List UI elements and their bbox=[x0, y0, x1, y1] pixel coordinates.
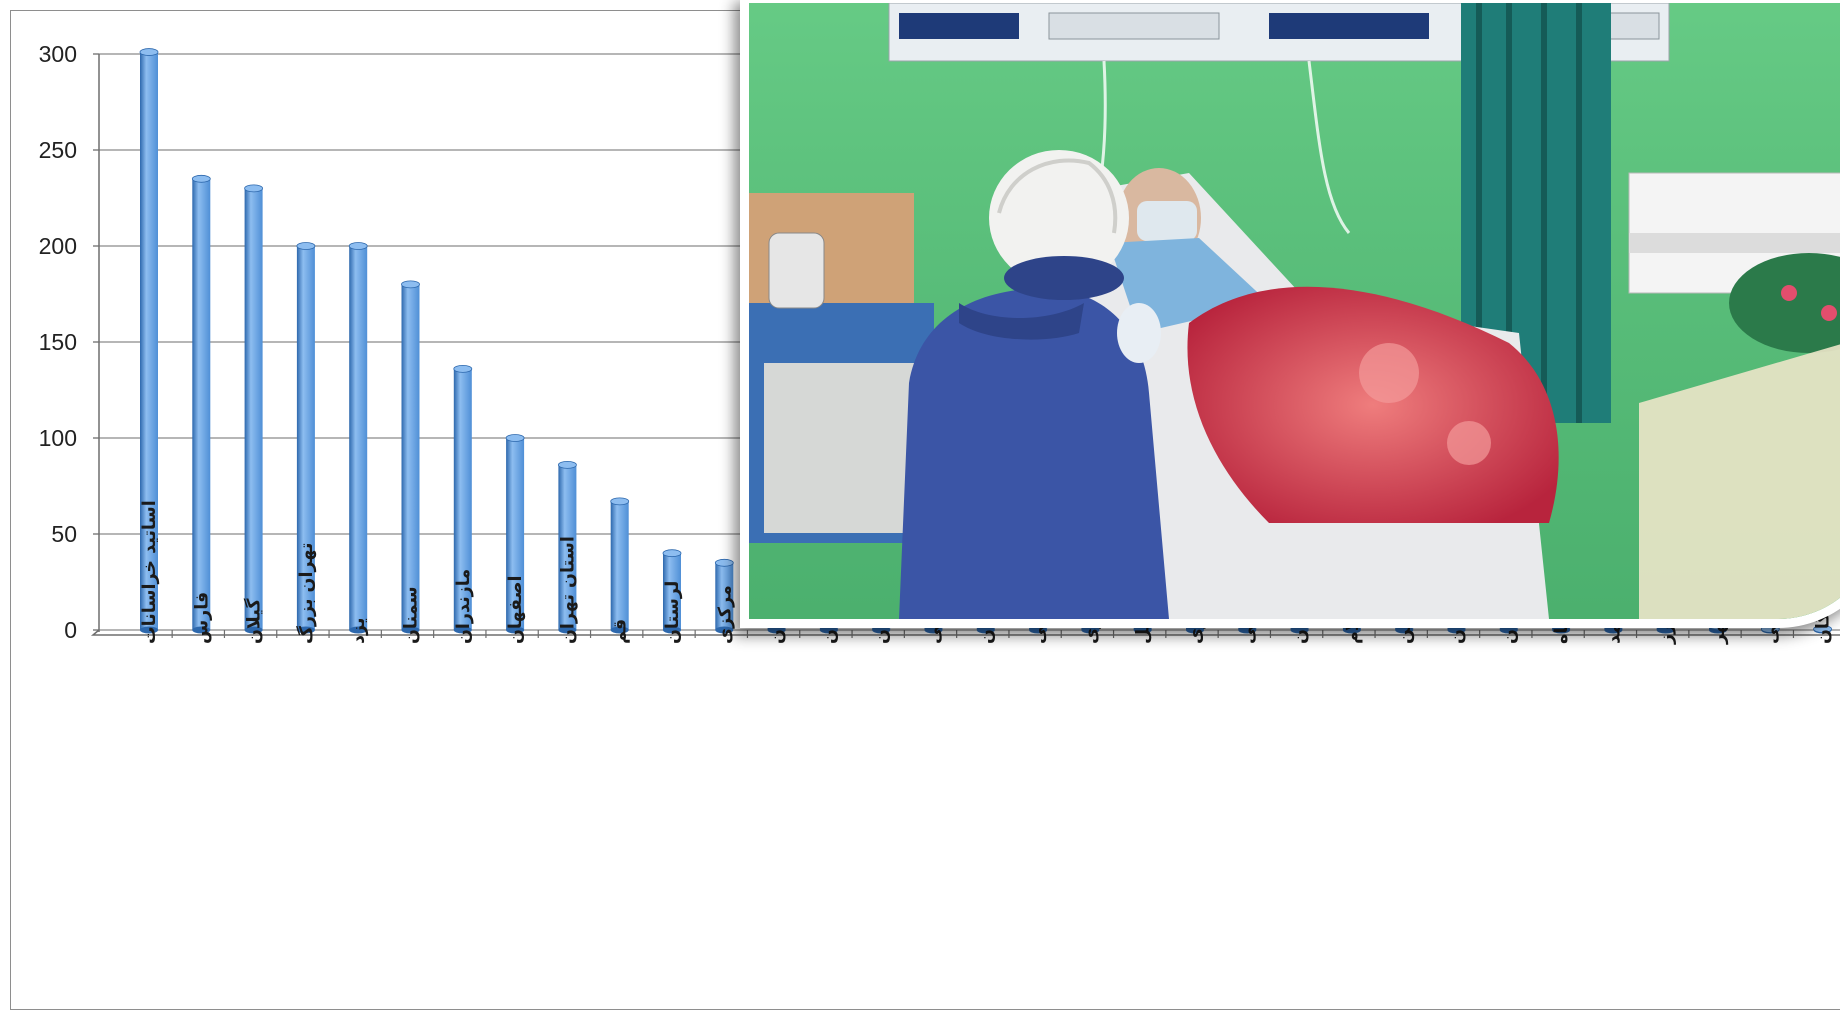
bar bbox=[662, 549, 682, 634]
y-tick-label: 50 bbox=[51, 521, 77, 547]
bar bbox=[558, 460, 577, 634]
y-tick-label: 0 bbox=[64, 617, 77, 643]
x-tick-label: تهران بزرگ bbox=[296, 543, 317, 645]
y-tick-label: 200 bbox=[39, 233, 77, 259]
x-tick-label: اصفهان bbox=[506, 575, 526, 644]
bar bbox=[1813, 625, 1832, 634]
bar bbox=[244, 184, 264, 634]
y-tick-label: 300 bbox=[39, 41, 77, 67]
bar bbox=[714, 558, 734, 634]
hospital-photo-illustration bbox=[749, 3, 1840, 619]
y-tick-label: 100 bbox=[39, 425, 77, 451]
x-tick-label: فارس bbox=[192, 592, 212, 644]
bar bbox=[296, 242, 316, 634]
bar bbox=[348, 242, 368, 634]
x-tick-label: مازندران bbox=[454, 569, 474, 644]
x-axis bbox=[90, 629, 1840, 636]
hospital-photo bbox=[740, 0, 1840, 628]
x-tick-label: استان تهران bbox=[558, 536, 578, 644]
bar bbox=[610, 497, 630, 634]
x-tick-label: سمنان bbox=[402, 586, 422, 644]
x-tick-label: مرکزی bbox=[715, 585, 735, 644]
x-tick-label: یزد bbox=[349, 618, 369, 644]
bar bbox=[505, 434, 525, 634]
bar bbox=[401, 280, 420, 634]
x-tick-label: گیلان bbox=[244, 598, 265, 644]
y-tick-label: 150 bbox=[39, 329, 77, 355]
y-tick-labels: 0 50 100 150 200 250 300 bbox=[39, 41, 77, 643]
x-tick-label: اساتید خراسانات bbox=[140, 500, 160, 644]
bar bbox=[139, 48, 159, 634]
x-tick-label: لرستان bbox=[663, 581, 683, 644]
y-tick-label: 250 bbox=[39, 137, 77, 163]
axes bbox=[90, 53, 1840, 638]
bar bbox=[453, 364, 473, 634]
x-tick-label: قم bbox=[611, 619, 631, 644]
bar bbox=[191, 174, 211, 634]
